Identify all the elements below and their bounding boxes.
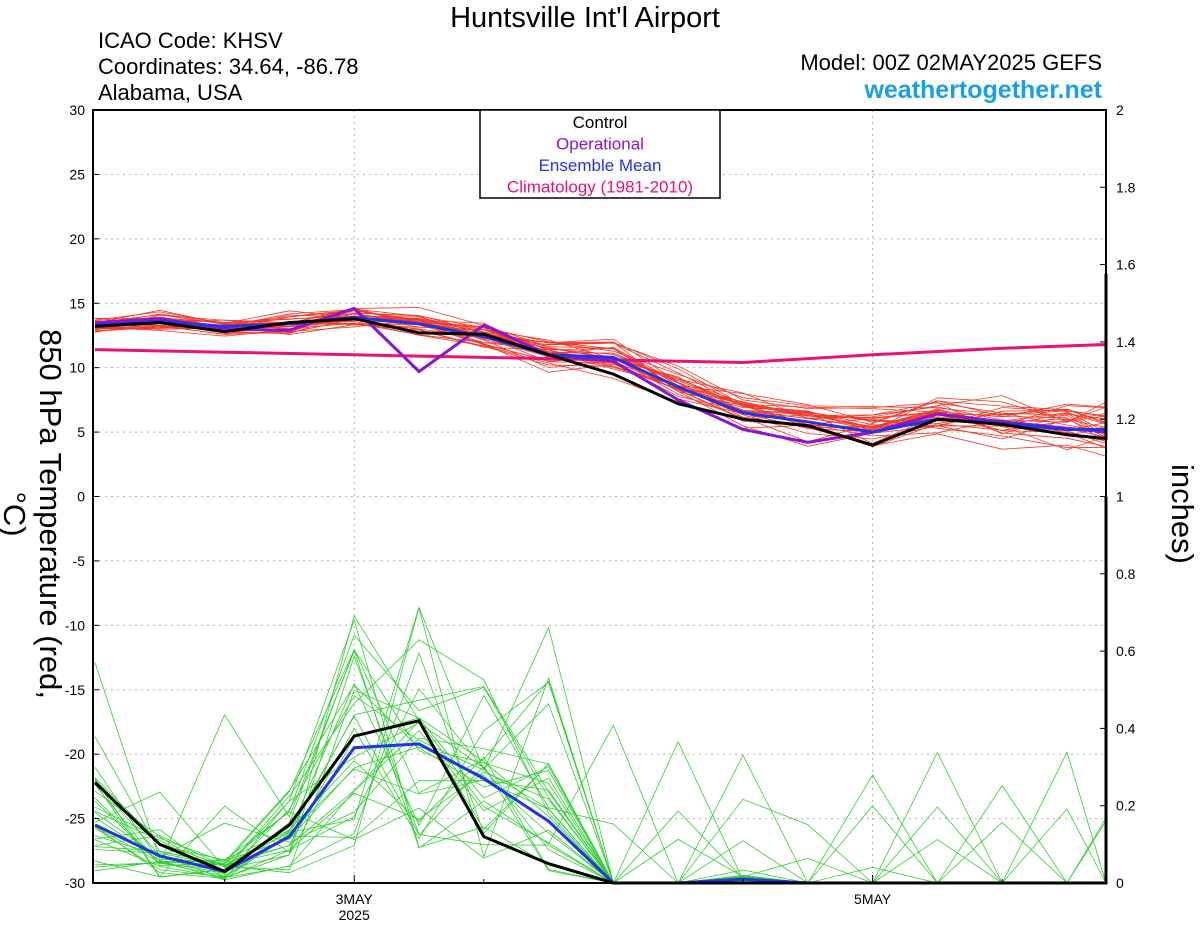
precip-member-line — [94, 406, 1107, 884]
y-left-tick-label: 15 — [69, 295, 85, 311]
y-left-tick-label: 5 — [77, 424, 85, 440]
model-run: Model: 00Z 02MAY2025 GEFS — [800, 50, 1102, 75]
x-tick-sublabel: 2025 — [339, 907, 370, 923]
precip-member-line — [94, 522, 1107, 884]
y-right-tick-label: 2 — [1116, 102, 1124, 118]
y-left-tick-label: -5 — [73, 553, 86, 569]
precip-member-line — [94, 443, 1107, 884]
y-left-tick-label: 30 — [69, 102, 85, 118]
site-link[interactable]: weathertogether.net — [864, 76, 1102, 104]
precip-member-line — [94, 482, 1107, 884]
precip-member-line — [94, 494, 1107, 884]
region: Alabama, USA — [98, 80, 243, 105]
precip-control-line — [93, 496, 1108, 885]
precip-member-line — [94, 606, 1107, 884]
precip-member-line — [94, 481, 1107, 884]
legend-entry: Ensemble Mean — [539, 156, 662, 175]
y-left-tick-label: -10 — [65, 617, 85, 633]
y-left-tick-label: -25 — [65, 811, 85, 827]
y-right-tick-label: 1.6 — [1116, 257, 1136, 273]
precip-member-line — [94, 558, 1107, 884]
y-right-tick-label: 1 — [1116, 489, 1124, 505]
grid-lines — [93, 110, 1106, 883]
y-right-tick-label: 0.8 — [1116, 566, 1136, 582]
main-series — [93, 273, 1108, 885]
y-left-tick-label: -30 — [65, 875, 85, 891]
x-tick-label: 5MAY — [854, 891, 892, 907]
y-left-tick-label: -15 — [65, 682, 85, 698]
y-left-tick-label: 0 — [77, 489, 85, 505]
coordinates: Coordinates: 34.64, -86.78 — [98, 54, 359, 79]
y-right-tick-label: 0 — [1116, 875, 1124, 891]
icao-code: ICAO Code: KHSV — [98, 28, 283, 53]
precip-member-line — [94, 584, 1107, 884]
y-left-tick-label: 10 — [69, 360, 85, 376]
y-left-tick-label: 20 — [69, 231, 85, 247]
y-left-tick-label: -20 — [65, 746, 85, 762]
y-right-tick-label: 0.4 — [1116, 720, 1136, 736]
y-right-tick-label: 1.8 — [1116, 179, 1136, 195]
legend: Control Operational Ensemble Mean Climatolo… — [479, 109, 721, 199]
y-left-tick-label: 25 — [69, 166, 85, 182]
temp-member-line — [94, 269, 1107, 423]
legend-entry: Operational — [556, 135, 644, 154]
temp-member-line — [94, 237, 1107, 438]
legend-entry: Control — [573, 113, 628, 132]
y-right-tick-label: 0.6 — [1116, 643, 1136, 659]
legend-box — [479, 109, 721, 199]
chart-title: Huntsville Int'l Airport — [450, 2, 720, 34]
precip-member-line — [94, 425, 1107, 884]
precip-member-line — [94, 403, 1107, 884]
precip-member-line — [94, 484, 1107, 884]
y-right-tick-label: 1.2 — [1116, 411, 1136, 427]
temp-member-line — [94, 256, 1107, 419]
axis-ticks: 302520151050-5-10-15-20-25-3021.81.61.41… — [65, 102, 1136, 923]
precip-member-line — [94, 381, 1107, 884]
x-tick-label: 3MAY — [336, 891, 374, 907]
legend-entry: Climatology (1981-2010) — [507, 178, 693, 197]
y-right-tick-label: 1.4 — [1116, 334, 1136, 350]
y-right-tick-label: 0.2 — [1116, 798, 1136, 814]
precip-member-line — [94, 584, 1107, 884]
precip-member-line — [94, 532, 1107, 884]
